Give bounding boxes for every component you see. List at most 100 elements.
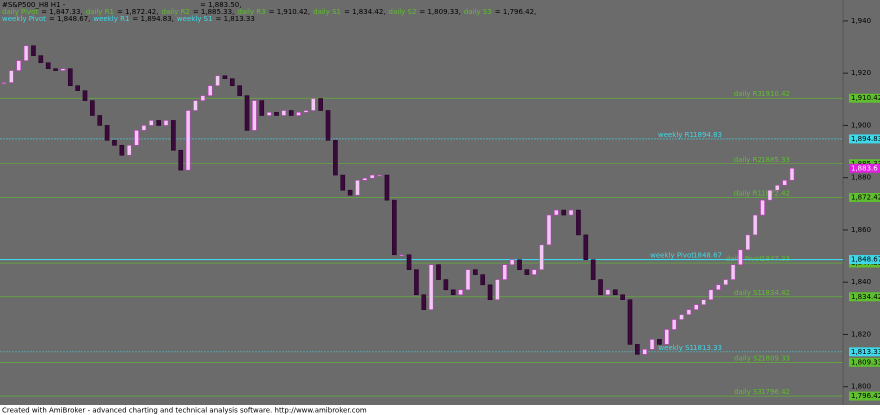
price-bar <box>222 75 228 79</box>
price-bar <box>148 120 154 126</box>
price-bar <box>90 100 95 116</box>
price-bar <box>362 177 368 181</box>
level-name: weekly S1 <box>658 344 694 352</box>
price-bar <box>126 144 132 156</box>
price-bar <box>738 249 743 265</box>
price-bar <box>355 179 360 196</box>
y-tick-label: 1,860 <box>851 226 871 234</box>
price-bar <box>752 214 758 236</box>
legend-name: weekly Pivot <box>2 15 46 23</box>
price-bar <box>75 85 80 91</box>
price-bar <box>333 140 338 176</box>
legend-value: = 1,796.42, <box>495 8 537 16</box>
price-bar <box>119 144 125 156</box>
level-tag-label: 1,813.33 <box>851 348 880 356</box>
level-tag-label: 1,848.67 <box>851 256 880 264</box>
price-bar <box>391 199 397 256</box>
price-bar <box>649 339 655 350</box>
price-bar <box>627 299 633 345</box>
level-name: daily R1 <box>734 189 762 197</box>
level-tag <box>849 391 880 401</box>
price-bar <box>554 209 559 216</box>
last-price-tag <box>849 163 880 173</box>
footer-text: Created with AmiBroker - advanced charti… <box>2 407 367 415</box>
price-bar <box>134 130 139 146</box>
price-bar <box>590 259 596 280</box>
price-bar <box>399 254 405 257</box>
price-bar <box>340 174 346 191</box>
legend-value: = 1,847.33, <box>41 8 83 16</box>
level-tag <box>849 93 880 103</box>
price-bar <box>509 259 515 265</box>
price-bar <box>502 264 508 280</box>
price-bar <box>384 174 390 201</box>
price-bar <box>406 254 412 270</box>
price-bar <box>171 120 176 151</box>
y-tick-label: 1,820 <box>851 330 871 338</box>
price-bar <box>443 279 449 291</box>
price-bar <box>524 269 530 275</box>
price-bar <box>1 82 7 84</box>
price-bar <box>97 115 103 126</box>
price-bar <box>45 62 51 70</box>
price-bar <box>539 244 544 270</box>
price-bar <box>480 274 486 286</box>
legend-value: = 1,885.33, <box>193 8 235 16</box>
price-bar <box>244 95 250 131</box>
price-bar <box>112 140 117 146</box>
level-tag-label: 1,910.42 <box>851 94 880 102</box>
legend-name: daily R3 <box>237 8 265 16</box>
price-bar <box>671 319 677 330</box>
level-value: 1894.83 <box>693 131 722 139</box>
level-tag-label: 1,885.33 <box>851 160 880 168</box>
level-tag <box>849 159 880 169</box>
level-name: weekly Pivot <box>650 252 694 260</box>
level-tag-label: 1,834.42 <box>851 293 880 301</box>
price-bar <box>207 85 213 96</box>
price-bar <box>458 289 463 296</box>
price-bar <box>730 264 736 280</box>
price-bar <box>686 309 692 315</box>
level-value: 1910.42 <box>761 90 790 98</box>
footer-background <box>0 405 880 415</box>
level-value: 1813.33 <box>693 344 722 352</box>
price-bar <box>288 110 294 116</box>
price-bar <box>369 174 375 179</box>
level-name: daily S3 <box>734 388 762 396</box>
price-bar <box>303 110 309 113</box>
price-bar <box>163 120 169 126</box>
price-bar <box>414 269 419 296</box>
header-close: = 1,883.50, <box>200 1 242 9</box>
price-bar <box>789 167 795 181</box>
price-bar <box>141 125 147 131</box>
legend-name: daily R1 <box>86 8 114 16</box>
price-bar <box>38 55 44 64</box>
price-bar <box>193 100 198 111</box>
price-bar <box>531 269 537 275</box>
price-bar <box>16 60 22 71</box>
legend-name: weekly R1 <box>93 15 129 23</box>
price-bar <box>546 214 552 246</box>
legend-value: = 1,834.42, <box>344 8 386 16</box>
price-bar <box>693 304 699 310</box>
legend-value: = 1,809.33, <box>419 8 461 16</box>
price-bar <box>318 98 323 111</box>
legend-name: daily S1 <box>313 8 341 16</box>
level-tag-label: 1,809.33 <box>851 358 880 366</box>
price-bar <box>67 68 73 87</box>
price-bar <box>635 344 640 355</box>
price-bar <box>767 189 773 201</box>
level-value: 1834.42 <box>761 289 790 297</box>
price-bar <box>185 110 191 171</box>
price-bar <box>229 78 235 87</box>
price-bar <box>60 68 66 71</box>
level-tag <box>849 292 880 302</box>
legend-value: = 1,872.42, <box>117 8 159 16</box>
y-tick-label: 1,840 <box>851 278 871 286</box>
level-value: 1796.42 <box>761 388 790 396</box>
price-bar <box>664 329 670 345</box>
price-bar <box>723 279 729 286</box>
price-bar <box>465 269 471 291</box>
legend-name: daily S3 <box>464 8 492 16</box>
